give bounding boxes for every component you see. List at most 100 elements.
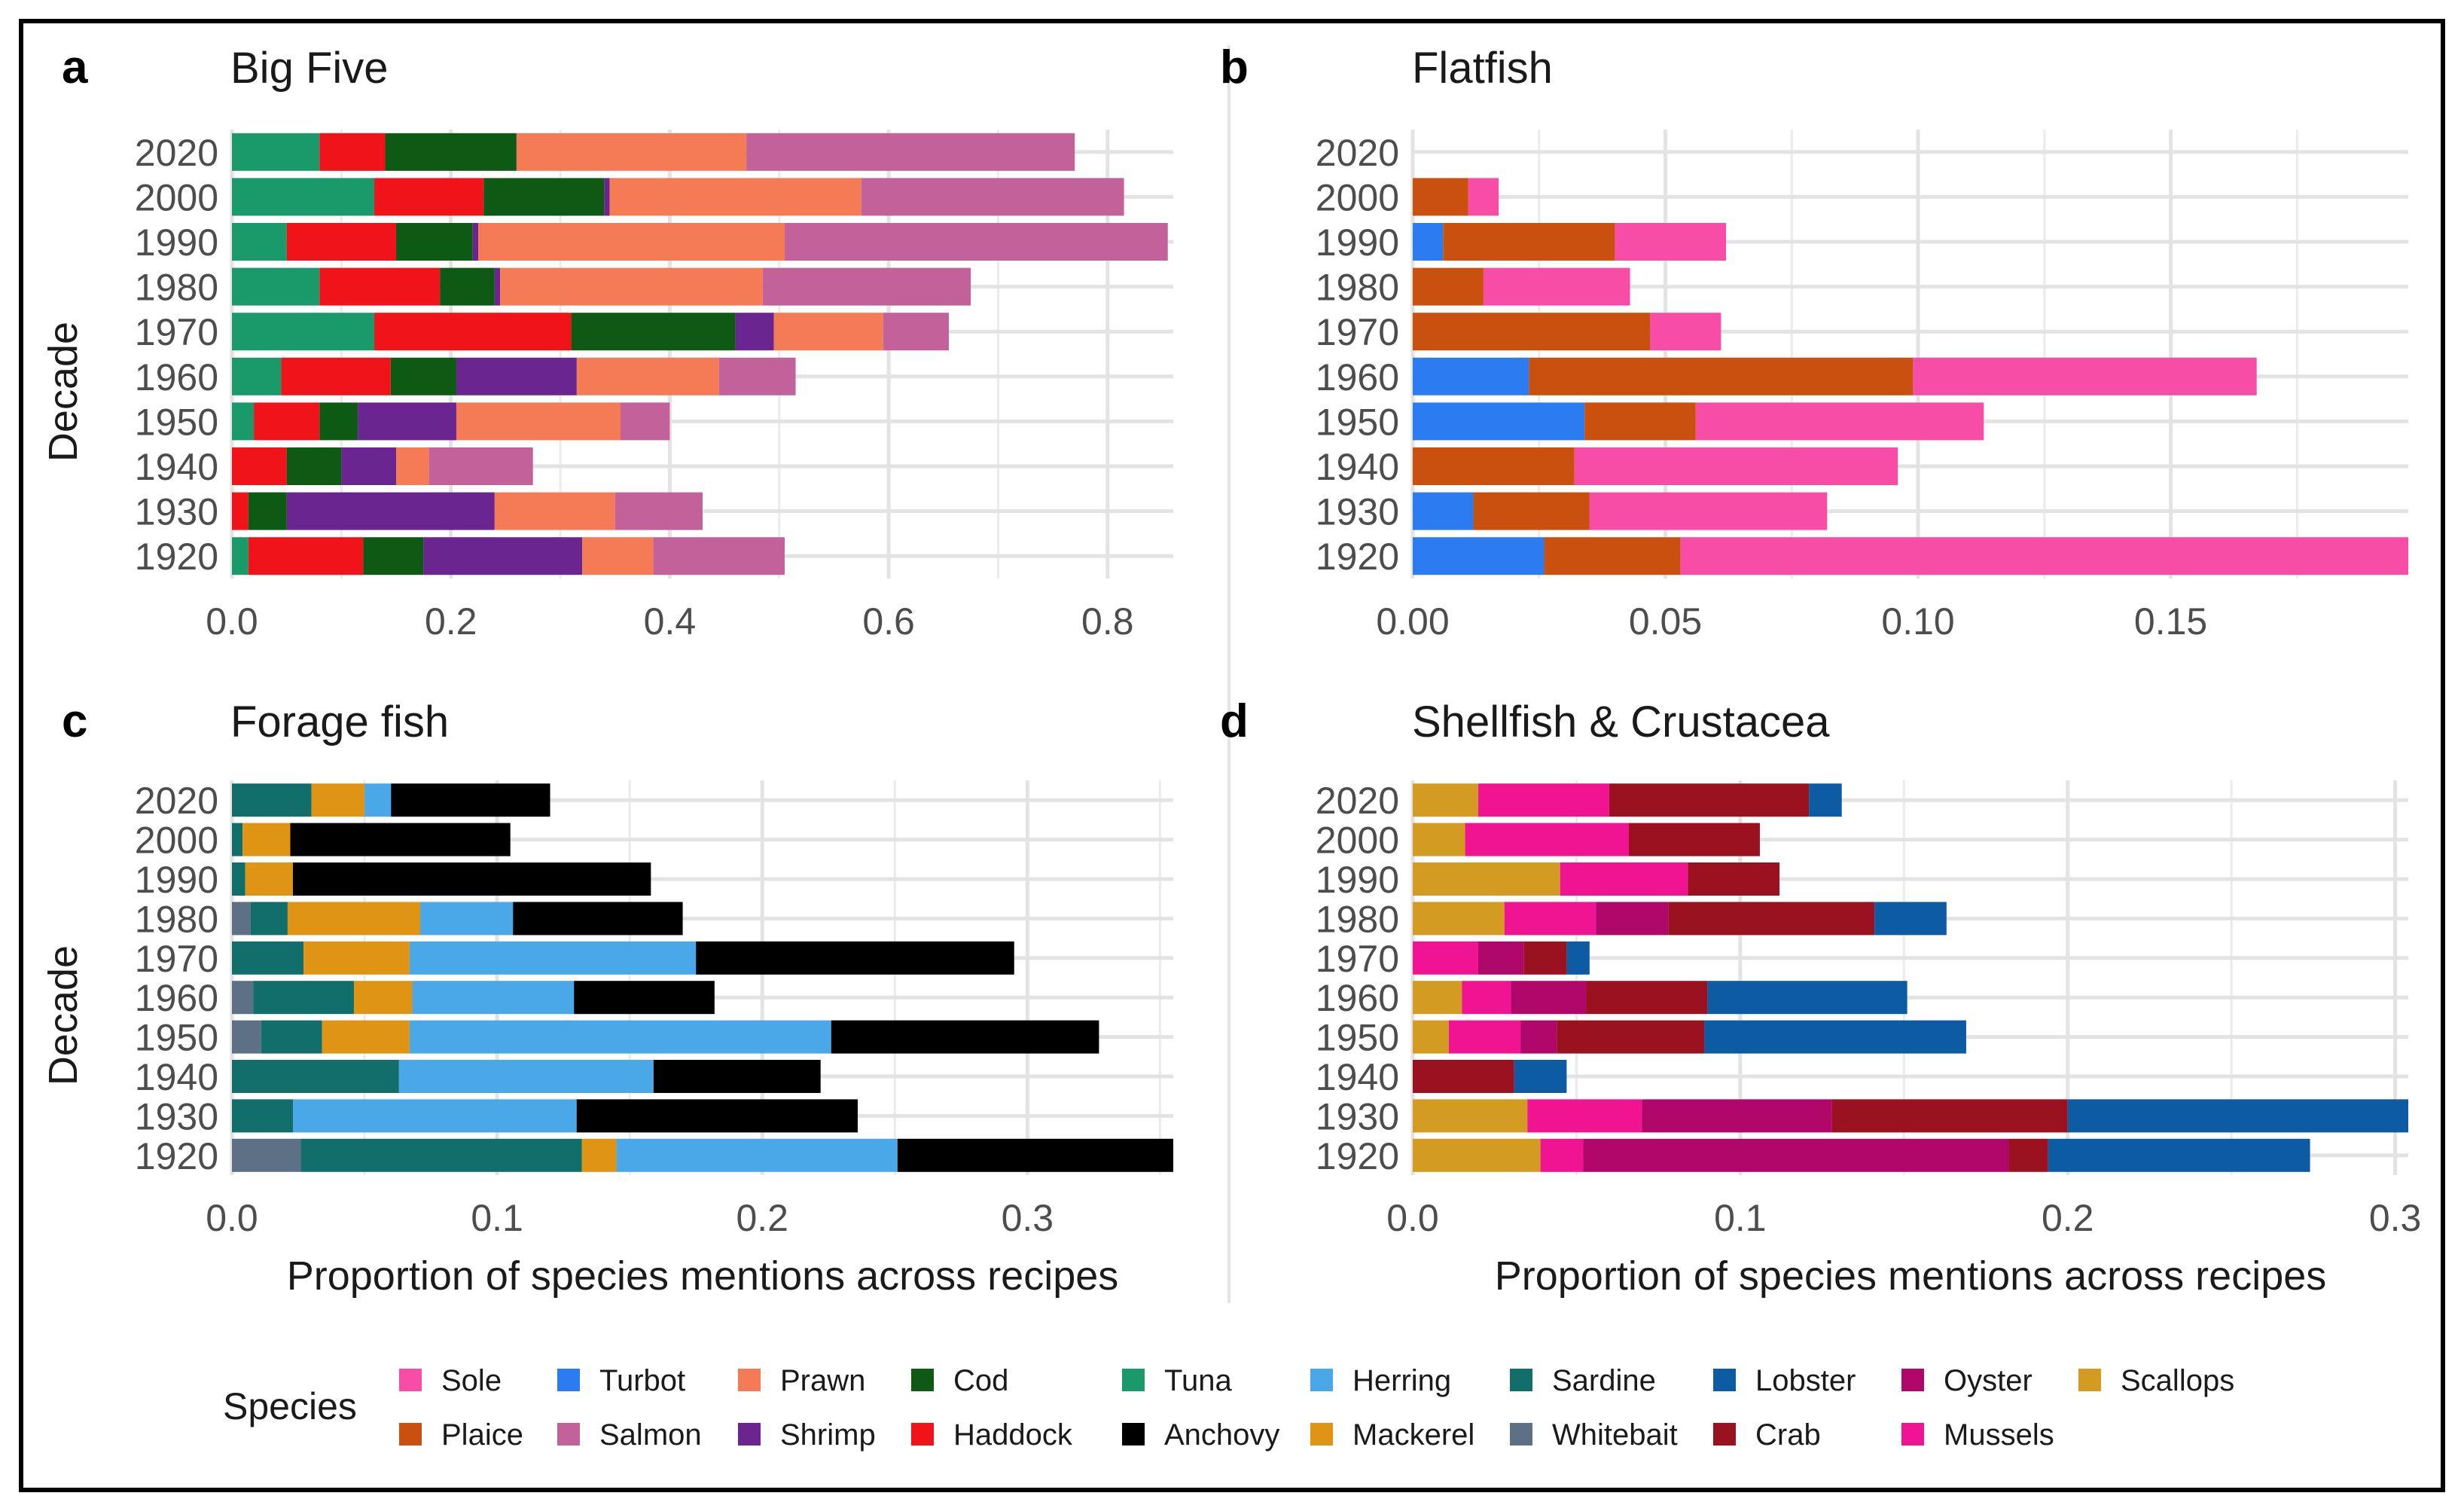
y-tick-label: 1930 bbox=[135, 1095, 218, 1137]
y-tick-label: 2000 bbox=[135, 820, 218, 862]
bar-oyster-1980 bbox=[1596, 902, 1669, 936]
bar-mackerel-1960 bbox=[353, 981, 413, 1015]
bar-oyster-1920 bbox=[1583, 1138, 2009, 1172]
bar-mackerel-1980 bbox=[287, 902, 420, 936]
legend-swatch bbox=[738, 1369, 761, 1391]
bar-crab-2000 bbox=[1629, 823, 1760, 856]
panel-letter: d bbox=[1220, 695, 1249, 747]
bar-crab-2020 bbox=[1609, 783, 1810, 817]
legend-label: Prawn bbox=[780, 1364, 865, 1397]
bar-turbot-1930 bbox=[1413, 492, 1474, 530]
legend-label: Sardine bbox=[1552, 1364, 1656, 1397]
bar-oyster-1930 bbox=[1642, 1099, 1832, 1133]
x-tick-label: 0.6 bbox=[862, 600, 915, 643]
legend-label: Haddock bbox=[953, 1418, 1073, 1452]
legend-swatch bbox=[557, 1423, 580, 1446]
y-tick-label: 1970 bbox=[135, 938, 218, 980]
bar-anchovy-1980 bbox=[513, 902, 683, 936]
x-tick-label: 0.00 bbox=[1376, 600, 1449, 643]
legend-item-oyster: Oyster bbox=[1901, 1364, 2032, 1397]
bar-tuna-1990 bbox=[232, 223, 287, 261]
y-tick-label: 1980 bbox=[135, 898, 218, 940]
bar-prawn-2000 bbox=[609, 178, 861, 216]
y-tick-label: 1930 bbox=[1316, 491, 1399, 533]
y-tick-label: 1950 bbox=[1316, 401, 1399, 443]
bar-sole-1930 bbox=[1589, 492, 1828, 530]
y-axis-title: Decade bbox=[41, 322, 86, 462]
bar-crab-1940 bbox=[1413, 1060, 1514, 1093]
bar-salmon-1950 bbox=[620, 402, 670, 441]
legend-item-anchovy: Anchovy bbox=[1122, 1418, 1279, 1452]
bar-sole-1940 bbox=[1574, 447, 1898, 485]
legend-item-herring: Herring bbox=[1310, 1364, 1451, 1397]
bar-herring-1950 bbox=[409, 1020, 831, 1054]
bar-mackerel-1950 bbox=[322, 1020, 410, 1054]
x-tick-label: 0.4 bbox=[644, 600, 697, 643]
bar-mussels-1980 bbox=[1504, 902, 1596, 936]
bar-tuna-1970 bbox=[232, 313, 374, 351]
y-tick-label: 1990 bbox=[1316, 221, 1399, 264]
bar-oyster-1950 bbox=[1520, 1020, 1557, 1054]
legend-item-turbot: Turbot bbox=[557, 1364, 685, 1397]
bar-sardine-1950 bbox=[261, 1020, 322, 1054]
bar-tuna-1950 bbox=[232, 402, 255, 441]
y-tick-label: 1990 bbox=[135, 221, 218, 264]
legend-label: Shrimp bbox=[780, 1418, 876, 1452]
legend-swatch bbox=[1510, 1423, 1532, 1446]
x-tick-label: 0.1 bbox=[471, 1197, 523, 1239]
legend-swatch bbox=[1122, 1423, 1145, 1446]
legend-item-mussels: Mussels bbox=[1901, 1418, 2054, 1452]
bar-herring-1970 bbox=[409, 941, 697, 975]
bar-mussels-1930 bbox=[1527, 1099, 1642, 1133]
bar-scallops-2020 bbox=[1413, 783, 1478, 817]
bar-cod-1930 bbox=[248, 492, 287, 530]
bar-tuna-2000 bbox=[232, 178, 374, 216]
bar-prawn-1990 bbox=[478, 223, 785, 261]
y-tick-label: 1990 bbox=[135, 859, 218, 901]
y-tick-label: 1940 bbox=[135, 446, 218, 488]
y-tick-label: 1950 bbox=[135, 1017, 218, 1059]
bar-cod-1960 bbox=[390, 357, 456, 395]
y-tick-label: 2000 bbox=[1316, 820, 1399, 862]
bar-herring-1980 bbox=[420, 902, 514, 936]
legend-label: Whitebait bbox=[1552, 1418, 1678, 1452]
bar-scallops-1980 bbox=[1413, 902, 1505, 936]
x-tick-label: 0.3 bbox=[1002, 1197, 1054, 1239]
panel-title: Flatfish bbox=[1412, 44, 1553, 93]
bar-prawn-1930 bbox=[494, 492, 615, 530]
legend-label: Herring bbox=[1352, 1364, 1451, 1397]
bar-anchovy-2000 bbox=[290, 823, 511, 856]
y-tick-label: 1960 bbox=[135, 977, 218, 1019]
y-tick-label: 1950 bbox=[1316, 1017, 1399, 1059]
y-tick-label: 1970 bbox=[135, 311, 218, 353]
y-tick-label: 1940 bbox=[135, 1056, 218, 1098]
legend-label: Scallops bbox=[2121, 1364, 2234, 1397]
bar-tuna-1980 bbox=[232, 267, 320, 306]
bar-mackerel-2020 bbox=[311, 783, 365, 817]
legend-label: Salmon bbox=[599, 1418, 702, 1452]
bar-plaice-1980 bbox=[1413, 267, 1484, 306]
panel-letter: a bbox=[62, 41, 88, 93]
bar-lobster-1980 bbox=[1874, 902, 1947, 936]
legend-item-sardine: Sardine bbox=[1510, 1364, 1656, 1397]
bar-turbot-1990 bbox=[1413, 223, 1444, 261]
y-tick-label: 2020 bbox=[135, 780, 218, 822]
bar-sardine-1980 bbox=[250, 902, 288, 936]
x-tick-label: 0.05 bbox=[1629, 600, 1702, 643]
bar-crab-1920 bbox=[2008, 1138, 2048, 1172]
bar-mackerel-1970 bbox=[303, 941, 410, 975]
bar-herring-1920 bbox=[616, 1138, 898, 1172]
bar-prawn-1950 bbox=[456, 402, 621, 441]
legend-swatch bbox=[1310, 1423, 1333, 1446]
bar-sardine-2000 bbox=[232, 823, 243, 856]
legend-swatch bbox=[1713, 1369, 1736, 1391]
bar-salmon-2000 bbox=[861, 178, 1124, 216]
legend-label: Oyster bbox=[1944, 1364, 2032, 1397]
bar-mackerel-1990 bbox=[245, 862, 293, 896]
bar-haddock-2000 bbox=[374, 178, 484, 216]
legend-item-plaice: Plaice bbox=[399, 1418, 523, 1452]
bar-whitebait-1950 bbox=[232, 1020, 261, 1054]
figure-border bbox=[19, 19, 2445, 1492]
legend-label: Mussels bbox=[1944, 1418, 2054, 1452]
